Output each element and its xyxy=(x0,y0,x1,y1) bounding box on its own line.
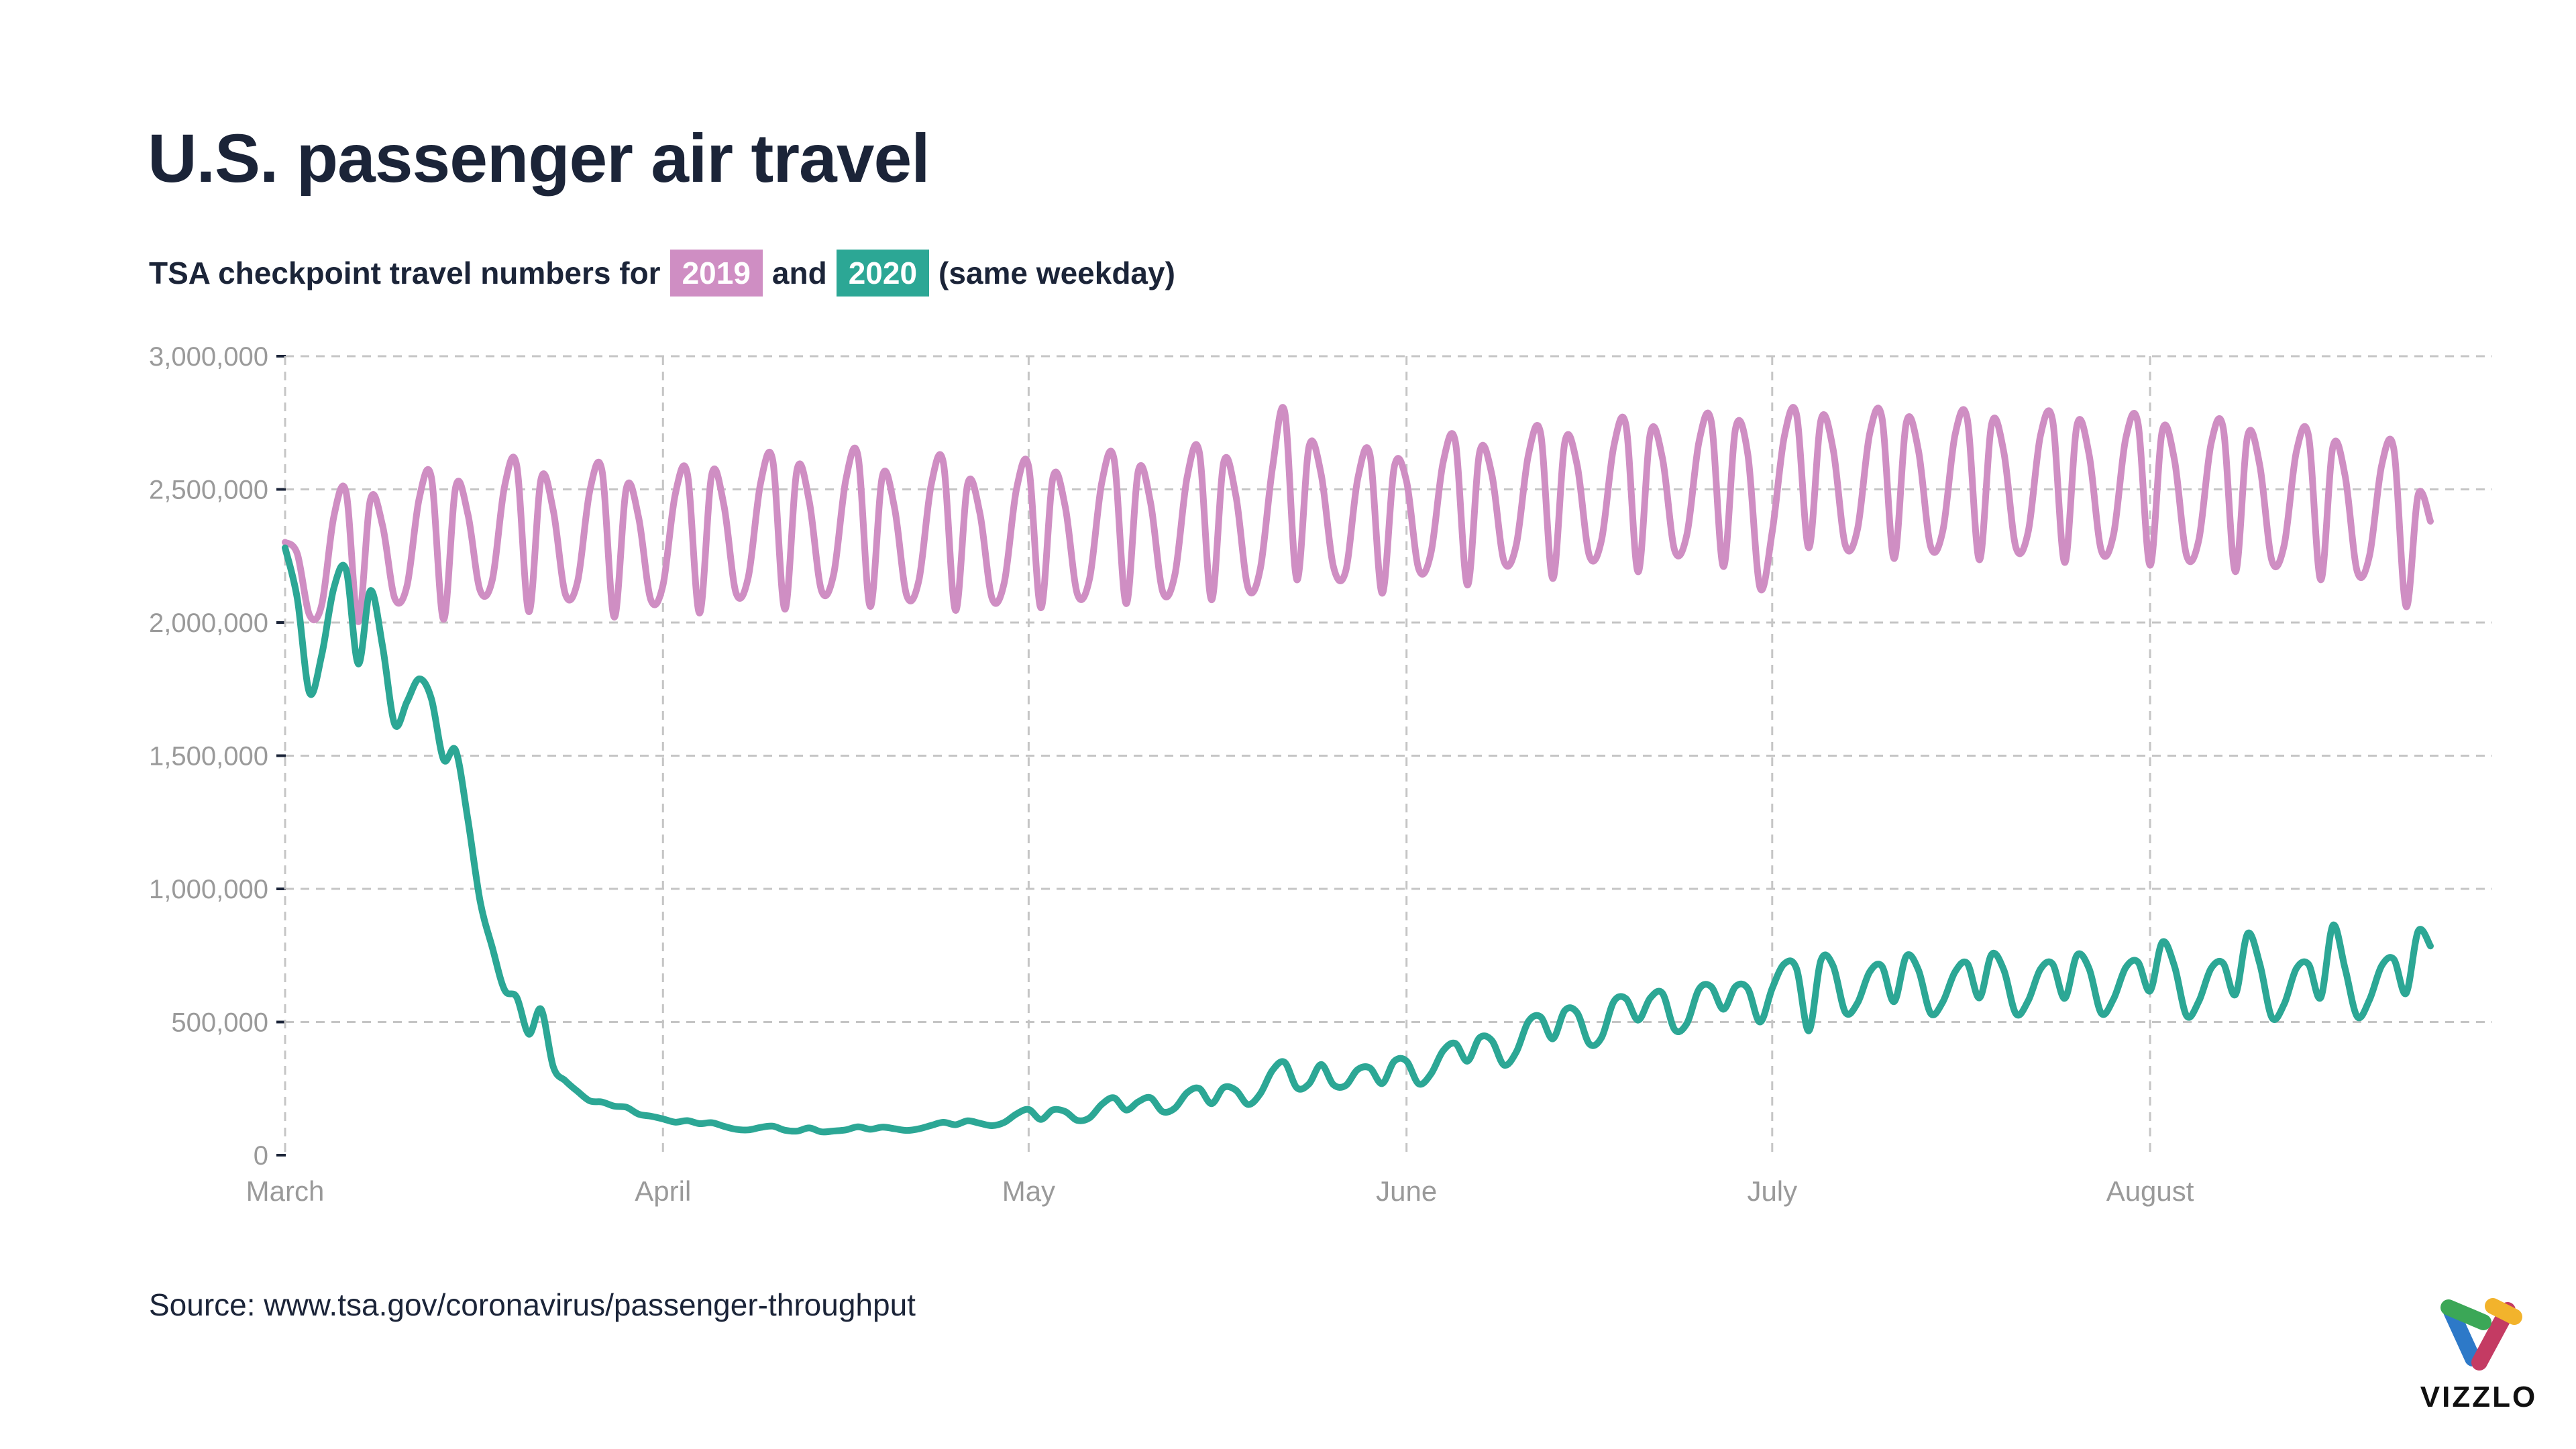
y-axis-label: 0 xyxy=(254,1141,268,1171)
subtitle-suffix: (same weekday) xyxy=(938,256,1175,290)
y-axis-label: 3,000,000 xyxy=(149,342,268,372)
x-axis-label: March xyxy=(246,1175,325,1207)
x-axis-label: May xyxy=(1002,1175,1055,1207)
y-axis-label: 1,000,000 xyxy=(149,875,268,904)
x-axis-label: July xyxy=(1747,1175,1797,1207)
source-note: Source: www.tsa.gov/coronavirus/passenge… xyxy=(149,1287,916,1322)
vizzlo-logo-text: VIZZLO xyxy=(2420,1381,2538,1413)
y-axis-label: 2,000,000 xyxy=(149,608,268,638)
chart-subtitle: TSA checkpoint travel numbers for 2019 a… xyxy=(149,250,1175,297)
x-axis-label: August xyxy=(2106,1175,2194,1207)
legend-badge-2019: 2019 xyxy=(669,250,763,297)
series-line-2020 xyxy=(282,544,2434,1136)
y-axis-label: 1,500,000 xyxy=(149,742,268,771)
subtitle-middle: and xyxy=(771,256,827,290)
series-line-2019 xyxy=(282,404,2434,625)
y-axis-label: 2,500,000 xyxy=(149,476,268,505)
vizzlo-logo-icon xyxy=(2440,1298,2522,1371)
page-title: U.S. passenger air travel xyxy=(148,120,930,197)
y-axis-label: 500,000 xyxy=(171,1008,268,1038)
x-axis-label: June xyxy=(1376,1175,1437,1207)
vizzlo-logo: VIZZLO xyxy=(2420,1297,2538,1414)
x-axis-label: April xyxy=(635,1175,691,1207)
subtitle-prefix: TSA checkpoint travel numbers for xyxy=(149,256,661,290)
legend-badge-2020: 2020 xyxy=(836,250,930,297)
